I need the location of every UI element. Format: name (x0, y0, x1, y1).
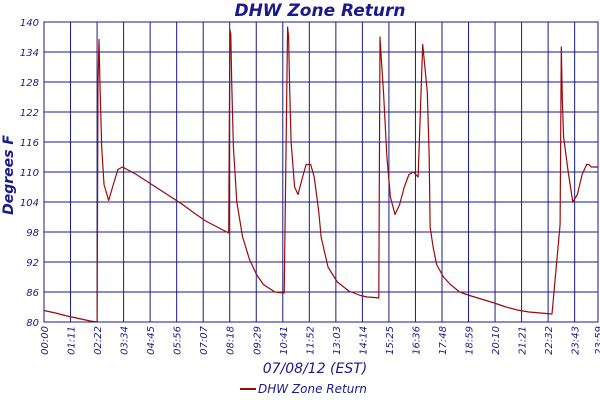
y-axis-label: Degrees F (1, 135, 17, 215)
x-tick-label: 01:11 (67, 326, 78, 355)
x-tick-label: 23:59 (594, 326, 600, 355)
x-tick-label: 13:03 (332, 326, 343, 355)
x-tick-label: 21:21 (518, 326, 529, 355)
y-tick-label: 98 (26, 228, 39, 239)
y-tick-label: 104 (20, 198, 39, 209)
y-tick-label: 86 (26, 288, 39, 299)
x-tick-label: 14:14 (358, 326, 369, 355)
y-tick-label: 128 (20, 78, 39, 89)
x-tick-label: 18:59 (465, 326, 476, 355)
y-tick-label: 134 (20, 48, 39, 59)
x-tick-label: 00:00 (40, 326, 51, 355)
series-line-dhw-zone-return (43, 26, 598, 323)
y-tick-label: 110 (20, 168, 39, 179)
x-tick-label: 11:52 (305, 326, 316, 355)
x-tick-label: 07:07 (199, 325, 210, 354)
x-tick-labels: 00:00 01:11 02:22 03:34 04:45 05:56 07:07 08:18… (40, 325, 600, 354)
legend-label: DHW Zone Return (258, 382, 367, 396)
x-axis-label: 07/08/12 (EST) (263, 361, 368, 377)
x-tick-label: 10:41 (279, 326, 290, 355)
x-tick-label: 08:18 (226, 326, 237, 355)
x-tick-label: 22:32 (544, 326, 555, 355)
x-tick-label: 17:48 (438, 326, 449, 355)
y-tick-label: 116 (20, 138, 39, 149)
plot-border (43, 21, 599, 323)
y-tick-labels: 80 86 92 98 104 110 116 122 128 134 140 (20, 18, 39, 329)
y-tick-label: 122 (20, 108, 39, 119)
x-tick-label: 04:45 (146, 326, 157, 355)
x-tick-label: 15:25 (385, 326, 396, 355)
y-tick-label: 140 (20, 18, 39, 29)
y-tick-label: 92 (26, 258, 39, 269)
x-tick-label: 05:56 (173, 326, 184, 355)
chart-title: DHW Zone Return (234, 1, 405, 21)
x-tick-label: 16:36 (411, 326, 422, 355)
y-tick-label: 80 (26, 318, 39, 329)
x-tick-label: 02:22 (93, 326, 104, 355)
x-tick-label: 20:10 (491, 326, 502, 355)
legend: DHW Zone Return (240, 382, 367, 396)
x-tick-label: 23:43 (571, 326, 582, 355)
series-group (43, 26, 598, 323)
x-tick-label: 03:34 (120, 326, 131, 355)
x-tick-label: 09:29 (252, 326, 263, 355)
